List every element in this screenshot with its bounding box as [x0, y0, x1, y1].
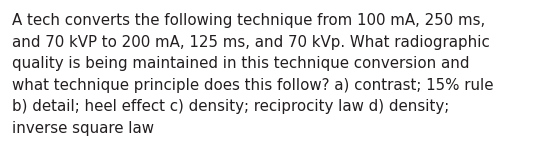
- Text: A tech converts the following technique from 100 mA, 250 ms,
and 70 kVP to 200 m: A tech converts the following technique …: [12, 13, 493, 136]
